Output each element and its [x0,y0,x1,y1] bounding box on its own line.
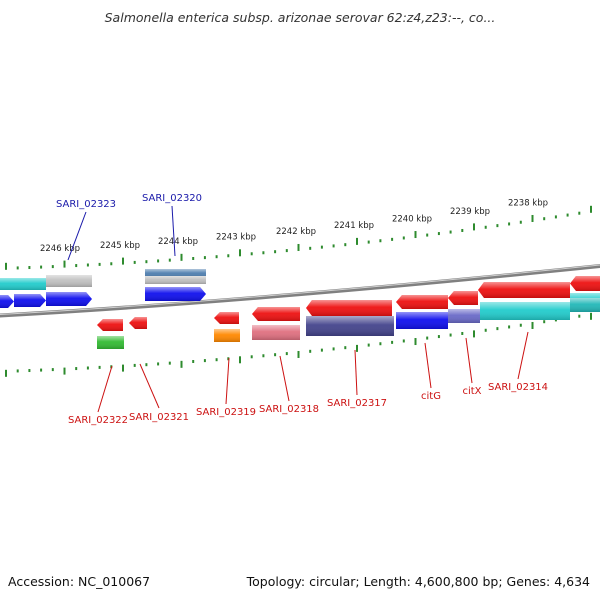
gene-arrow-reverse-shade [306,300,392,316]
gene-label-reverse: citX [462,386,481,397]
gene-features [0,269,600,349]
gene-labels: SARI_02323 SARI_02320 SARI_02322 SARI_02321… [56,193,548,426]
scale-label: 2239 kbp [450,207,490,217]
map-title: Salmonella enterica subsp. arizonae sero… [105,10,496,25]
gene-label-forward: SARI_02323 [56,199,116,210]
summary-label: Topology: circular; Length: 4,600,800 bp… [246,574,590,589]
gene-label-reverse: SARI_02319 [196,407,256,418]
gene-cog-block-shade [480,302,570,320]
label-leader [354,349,358,396]
gene-label-reverse: SARI_02314 [488,382,548,393]
gene-arrow-forward-shade [145,287,206,301]
gene-cog-block-shade [97,336,124,349]
gene-cog-block-shade [448,309,480,323]
label-leaders [67,205,529,413]
scale-ticks [5,205,592,377]
gene-arrow-reverse-shade [448,291,478,305]
gene-arrow-forward-shade [0,278,46,290]
gene-cog-block-shade [306,316,394,336]
gene-label-reverse: SARI_02317 [327,398,387,409]
label-leader [424,342,432,389]
genome-backbone-highlight [0,264,600,315]
gene-arrow-reverse-shade [97,319,123,331]
gene-cog-block-shade [252,325,300,340]
gene-arrow-reverse-shade [129,317,147,329]
scale-label: 2241 kbp [334,221,374,231]
gene-label-forward: SARI_02320 [142,193,202,204]
label-leader [279,355,290,402]
gene-label-reverse: SARI_02322 [68,415,128,426]
scale-label: 2238 kbp [508,199,548,209]
label-leader [97,365,113,413]
scale-labels: 2246 kbp 2245 kbp 2244 kbp 2243 kbp 2242 kbp… [40,199,548,254]
label-leader [517,331,529,380]
label-leader [171,205,176,257]
scale-label: 2242 kbp [276,227,316,237]
gene-arrow-forward-shade [46,275,92,287]
gene-arrow-reverse-shade [252,307,300,321]
label-leader [465,337,473,384]
gene-cog-block-shade [214,329,240,342]
gene-label-reverse: SARI_02321 [129,412,189,423]
scale-label: 2245 kbp [100,241,140,251]
gene-arrow-reverse-shade [478,282,570,298]
label-leader [225,357,230,405]
gene-arrow-forward-shade [46,292,92,306]
scale-label: 2246 kbp [40,244,80,254]
gene-arrow-forward-shade [145,269,206,278]
label-leader [67,211,87,261]
gene-arrow-forward-shade [14,294,46,307]
gene-label-reverse: citG [421,391,441,402]
accession-label: Accession: NC_010067 [8,574,150,589]
scale-label: 2243 kbp [216,233,256,243]
label-leader [139,363,160,409]
scale-label: 2244 kbp [158,237,198,247]
genome-backbone [0,264,600,318]
gene-arrow-reverse-shade [214,312,239,324]
gene-cog-block-shade [396,312,448,329]
gene-arrow-forward-shade [0,295,14,308]
gene-arrow-reverse-shade [570,276,600,291]
scale-label: 2240 kbp [392,214,432,224]
gene-arrow-reverse-shade [396,295,448,309]
gene-arrow-forward-shade [145,276,206,284]
gene-cog-block-shade [570,298,600,312]
gene-label-reverse: SARI_02318 [259,404,319,415]
